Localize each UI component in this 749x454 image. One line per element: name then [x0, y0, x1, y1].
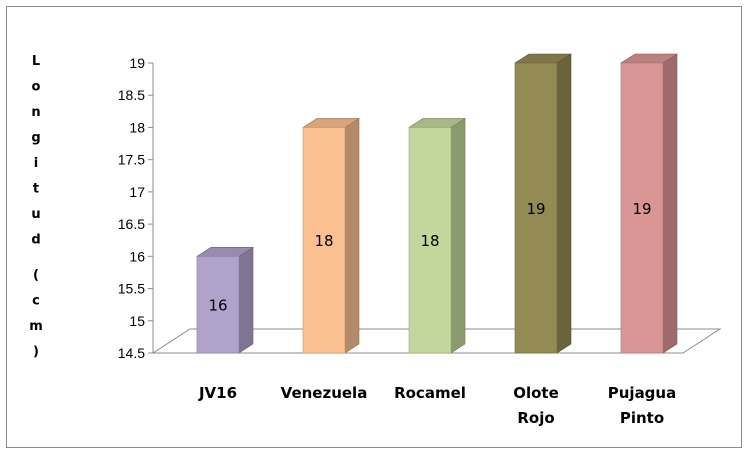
y-tick-label: 15.5: [118, 281, 145, 297]
y-axis-label-letter: L: [32, 54, 40, 69]
data-label: 16: [208, 297, 227, 315]
y-axis-label-letter: c: [32, 294, 40, 309]
bar: [407, 117, 467, 354]
bar-side-face: [450, 117, 466, 354]
bar-side-face: [662, 53, 678, 354]
data-label: 19: [526, 200, 545, 218]
bar-front-face: [196, 256, 240, 354]
x-tick-label: Olote: [513, 384, 559, 402]
bar-side-face: [238, 246, 254, 354]
y-tick-label: 14.5: [118, 345, 145, 361]
y-axis-label-letter: t: [33, 182, 39, 197]
bar-side-face: [556, 53, 572, 354]
y-axis: 14.5 15 15.5 16 16.5 17 17.5 18 18.5 19: [118, 55, 154, 361]
bar: [301, 117, 361, 354]
bar-front-face: [408, 127, 452, 354]
data-label: 18: [314, 232, 333, 250]
bars-group: [195, 53, 679, 354]
y-tick-label: 18: [129, 119, 145, 135]
x-tick-label: Pujagua: [608, 384, 676, 402]
bar-front-face: [514, 62, 558, 354]
y-tick-label: 17: [129, 184, 145, 200]
y-axis-label-letter: m: [29, 319, 43, 334]
y-tick-label: 17.5: [118, 152, 145, 168]
x-tick-label: JV16: [198, 384, 237, 402]
y-axis-label-letter: g: [31, 131, 40, 146]
bar-front-face: [302, 127, 346, 354]
y-axis-label-letter: o: [32, 80, 41, 95]
data-label: 19: [632, 200, 651, 218]
y-axis-label-letter: i: [34, 156, 38, 171]
bar: [195, 246, 255, 354]
bar: [619, 53, 679, 354]
bar: [513, 53, 573, 354]
y-axis-label-letter: ): [33, 345, 39, 360]
y-tick-label: 15: [129, 313, 145, 329]
y-tick-label: 16.5: [118, 216, 145, 232]
x-tick-label: Rojo: [517, 409, 554, 427]
y-axis-label-letter: n: [31, 105, 40, 120]
y-tick-label: 18.5: [118, 87, 145, 103]
y-tick-label: 19: [129, 55, 145, 71]
x-tick-label: Venezuela: [281, 384, 368, 402]
bar-front-face: [620, 62, 664, 354]
y-axis-label-letter: d: [31, 233, 40, 248]
y-axis-label-letter: (: [33, 268, 39, 283]
bar-side-face: [344, 117, 360, 354]
y-tick-label: 16: [129, 248, 145, 264]
data-label: 18: [420, 232, 439, 250]
x-tick-label: Pinto: [620, 409, 664, 427]
x-tick-label: Rocamel: [394, 384, 466, 402]
y-axis-label-letter: u: [31, 207, 40, 222]
